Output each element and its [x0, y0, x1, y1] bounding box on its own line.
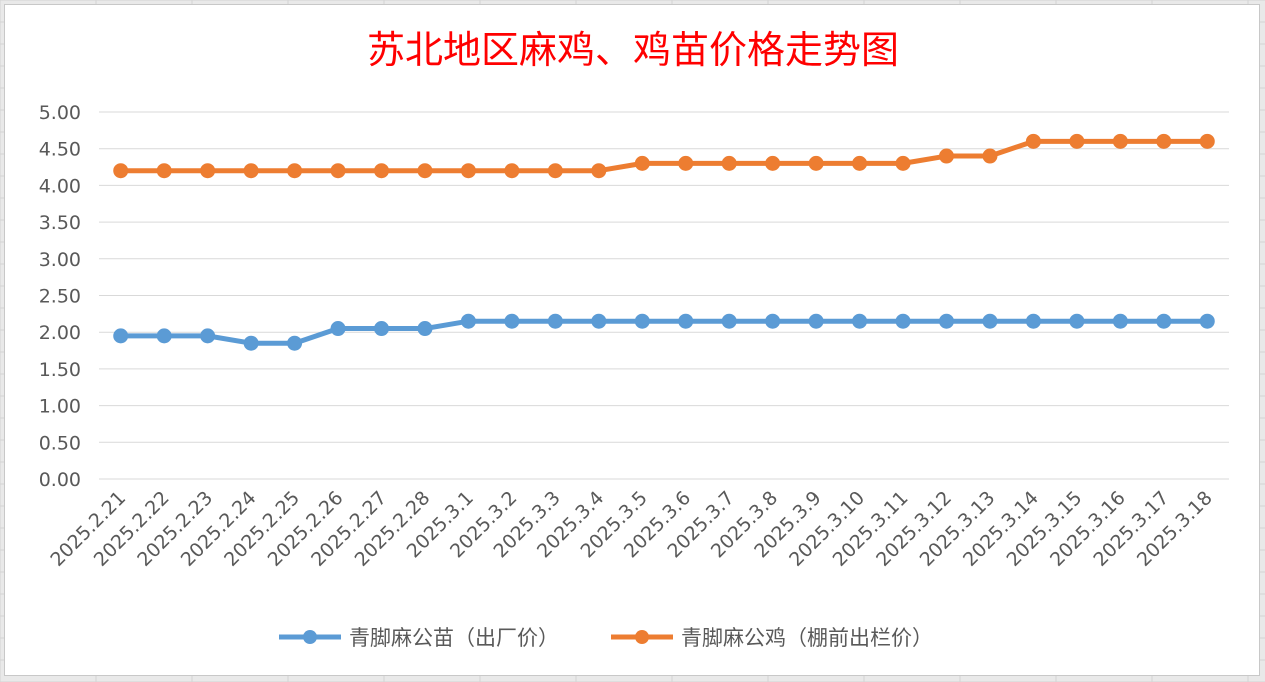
data-point[interactable] — [678, 155, 694, 171]
data-point[interactable] — [591, 313, 607, 329]
y-tick-label: 2.00 — [39, 322, 81, 344]
data-point[interactable] — [982, 313, 998, 329]
data-point[interactable] — [721, 155, 737, 171]
data-point[interactable] — [287, 335, 303, 351]
y-tick-label: 0.50 — [39, 432, 81, 454]
data-point[interactable] — [895, 155, 911, 171]
data-point[interactable] — [1199, 133, 1215, 149]
data-point[interactable] — [1025, 313, 1041, 329]
data-point[interactable] — [1156, 313, 1172, 329]
y-tick-label: 2.50 — [39, 286, 81, 308]
data-point[interactable] — [156, 163, 172, 179]
data-point[interactable] — [939, 313, 954, 329]
data-point[interactable] — [895, 313, 911, 329]
data-point[interactable] — [374, 321, 389, 337]
series-lines — [113, 133, 1215, 351]
data-point[interactable] — [721, 313, 737, 329]
data-point[interactable] — [634, 155, 650, 171]
legend-item-2[interactable]: 青脚麻公鸡（棚前出栏价） — [611, 626, 933, 650]
data-point[interactable] — [1156, 133, 1172, 149]
legend[interactable]: 青脚麻公苗（出厂价） 青脚麻公鸡（棚前出栏价） — [279, 626, 933, 650]
data-point[interactable] — [374, 163, 389, 179]
legend-label: 青脚麻公鸡（棚前出栏价） — [681, 626, 933, 650]
y-axis-tick-labels: 0.00 0.50 1.00 1.50 2.00 2.50 3.00 3.50 4.00 4.50… — [39, 102, 81, 491]
data-point[interactable] — [156, 328, 172, 344]
data-point[interactable] — [1069, 133, 1085, 149]
legend-swatch-marker — [303, 630, 317, 644]
x-axis-tick-labels: 2025.2.212025.2.222025.2.232025.2.242025… — [46, 487, 1216, 571]
data-point[interactable] — [852, 155, 868, 171]
data-point[interactable] — [808, 313, 824, 329]
data-point[interactable] — [417, 321, 433, 337]
data-point[interactable] — [1199, 313, 1215, 329]
data-point[interactable] — [982, 148, 998, 164]
data-point[interactable] — [113, 163, 129, 179]
line-chart: 苏北地区麻鸡、鸡苗价格走势图 0.00 0.50 1.00 1.50 2.00 2.50 3… — [39, 28, 1229, 650]
chart-title: 苏北地区麻鸡、鸡苗价格走势图 — [367, 28, 899, 72]
data-point[interactable] — [330, 321, 346, 337]
y-tick-label: 0.00 — [39, 469, 81, 491]
data-point[interactable] — [765, 155, 781, 171]
data-point[interactable] — [939, 148, 954, 164]
legend-swatch-marker — [635, 630, 649, 644]
y-tick-label: 3.00 — [39, 249, 81, 271]
data-point[interactable] — [1025, 133, 1041, 149]
legend-label: 青脚麻公苗（出厂价） — [349, 626, 559, 650]
data-point[interactable] — [287, 163, 303, 179]
data-point[interactable] — [460, 313, 476, 329]
data-point[interactable] — [460, 163, 476, 179]
data-point[interactable] — [634, 313, 650, 329]
data-point[interactable] — [417, 163, 433, 179]
data-point[interactable] — [678, 313, 694, 329]
data-point[interactable] — [504, 313, 520, 329]
data-point[interactable] — [1069, 313, 1085, 329]
data-point[interactable] — [330, 163, 346, 179]
y-tick-label: 3.50 — [39, 212, 81, 234]
legend-item-1[interactable]: 青脚麻公苗（出厂价） — [279, 626, 559, 650]
series-2[interactable] — [113, 133, 1215, 179]
y-tick-label: 4.50 — [39, 139, 81, 161]
data-point[interactable] — [243, 163, 259, 179]
gridlines — [99, 111, 1229, 480]
data-point[interactable] — [1112, 313, 1128, 329]
data-point[interactable] — [113, 328, 129, 344]
y-tick-label: 4.00 — [39, 175, 81, 197]
y-tick-label: 5.00 — [39, 102, 81, 124]
data-point[interactable] — [200, 163, 216, 179]
data-point[interactable] — [504, 163, 520, 179]
y-tick-label: 1.50 — [39, 359, 81, 381]
chart-area[interactable]: 苏北地区麻鸡、鸡苗价格走势图 0.00 0.50 1.00 1.50 2.00 2.50 3… — [4, 4, 1260, 676]
y-tick-label: 1.00 — [39, 396, 81, 418]
data-point[interactable] — [591, 163, 607, 179]
data-point[interactable] — [808, 155, 824, 171]
data-point[interactable] — [200, 328, 216, 344]
series-1[interactable] — [113, 313, 1215, 351]
data-point[interactable] — [852, 313, 868, 329]
data-point[interactable] — [243, 335, 259, 351]
series-line[interactable] — [120, 138, 1208, 174]
data-point[interactable] — [765, 313, 781, 329]
data-point[interactable] — [547, 313, 563, 329]
data-point[interactable] — [547, 163, 563, 179]
data-point[interactable] — [1112, 133, 1128, 149]
